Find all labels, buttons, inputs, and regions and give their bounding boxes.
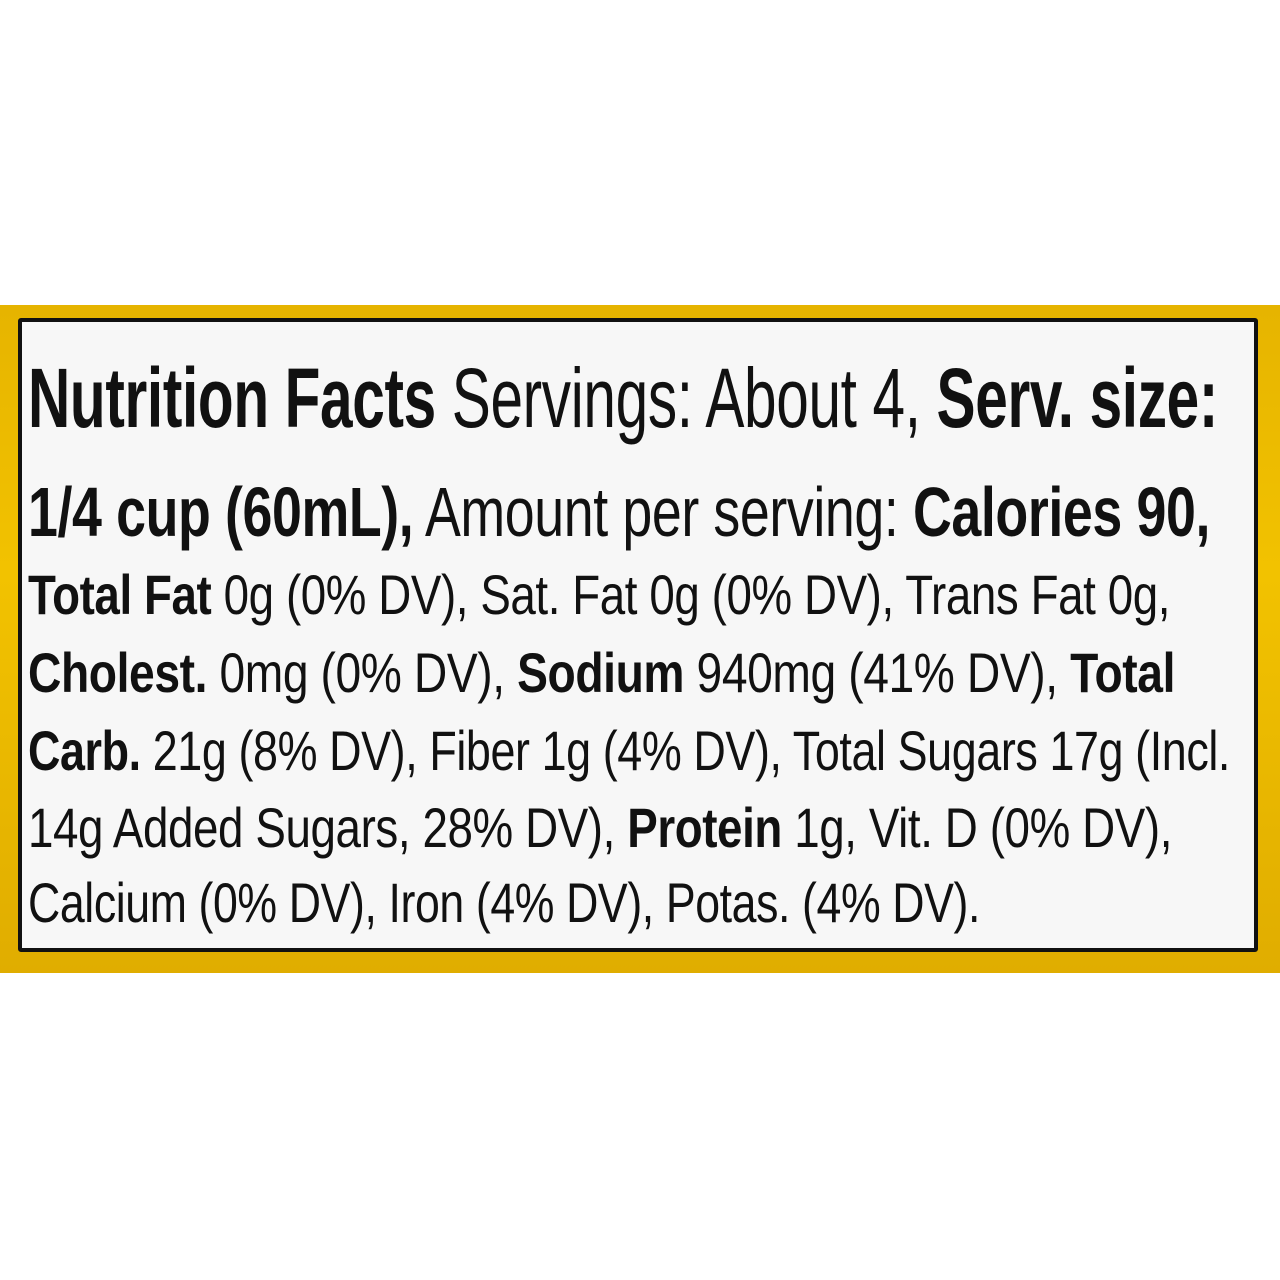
label-line-1: Nutrition Facts Servings: About 4, Serv.…: [28, 350, 1218, 447]
bold-text: Total: [1070, 641, 1175, 704]
text: 0mg (0% DV),: [207, 641, 518, 704]
text: 14g Added Sugars, 28% DV),: [28, 796, 628, 859]
bold-text: Sodium: [517, 641, 685, 704]
text: Amount per serving:: [413, 473, 913, 551]
text: 940mg (41% DV),: [684, 641, 1071, 704]
bold-text: Total Fat: [28, 563, 212, 626]
label-line-6: 14g Added Sugars, 28% DV), Protein 1g, V…: [28, 795, 1172, 860]
text: 21g (8% DV), Fiber 1g (4% DV), Total Sug…: [140, 719, 1231, 782]
bold-text: Nutrition Facts: [28, 351, 436, 445]
label-line-5: Carb. 21g (8% DV), Fiber 1g (4% DV), Tot…: [28, 718, 1230, 783]
bold-text: 1/4 cup (60mL),: [28, 473, 414, 551]
text: Calcium (0% DV), Iron (4% DV), Potas. (4…: [28, 871, 980, 934]
bold-text: Serv. size:: [936, 351, 1219, 445]
bold-text: Calories 90,: [912, 473, 1210, 551]
label-line-3: Total Fat 0g (0% DV), Sat. Fat 0g (0% DV…: [28, 562, 1170, 627]
label-line-4: Cholest. 0mg (0% DV), Sodium 940mg (41% …: [28, 640, 1175, 705]
text: 0g (0% DV), Sat. Fat 0g (0% DV), Trans F…: [211, 563, 1171, 626]
label-line-2: 1/4 cup (60mL), Amount per serving: Calo…: [28, 472, 1210, 552]
text: 1g, Vit. D (0% DV),: [781, 796, 1172, 859]
nutrition-facts-label: [18, 318, 1258, 952]
bold-text: Protein: [627, 796, 782, 859]
bold-text: Carb.: [28, 719, 141, 782]
text: Servings: About 4,: [435, 351, 937, 445]
label-line-7: Calcium (0% DV), Iron (4% DV), Potas. (4…: [28, 870, 980, 935]
bold-text: Cholest.: [28, 641, 208, 704]
